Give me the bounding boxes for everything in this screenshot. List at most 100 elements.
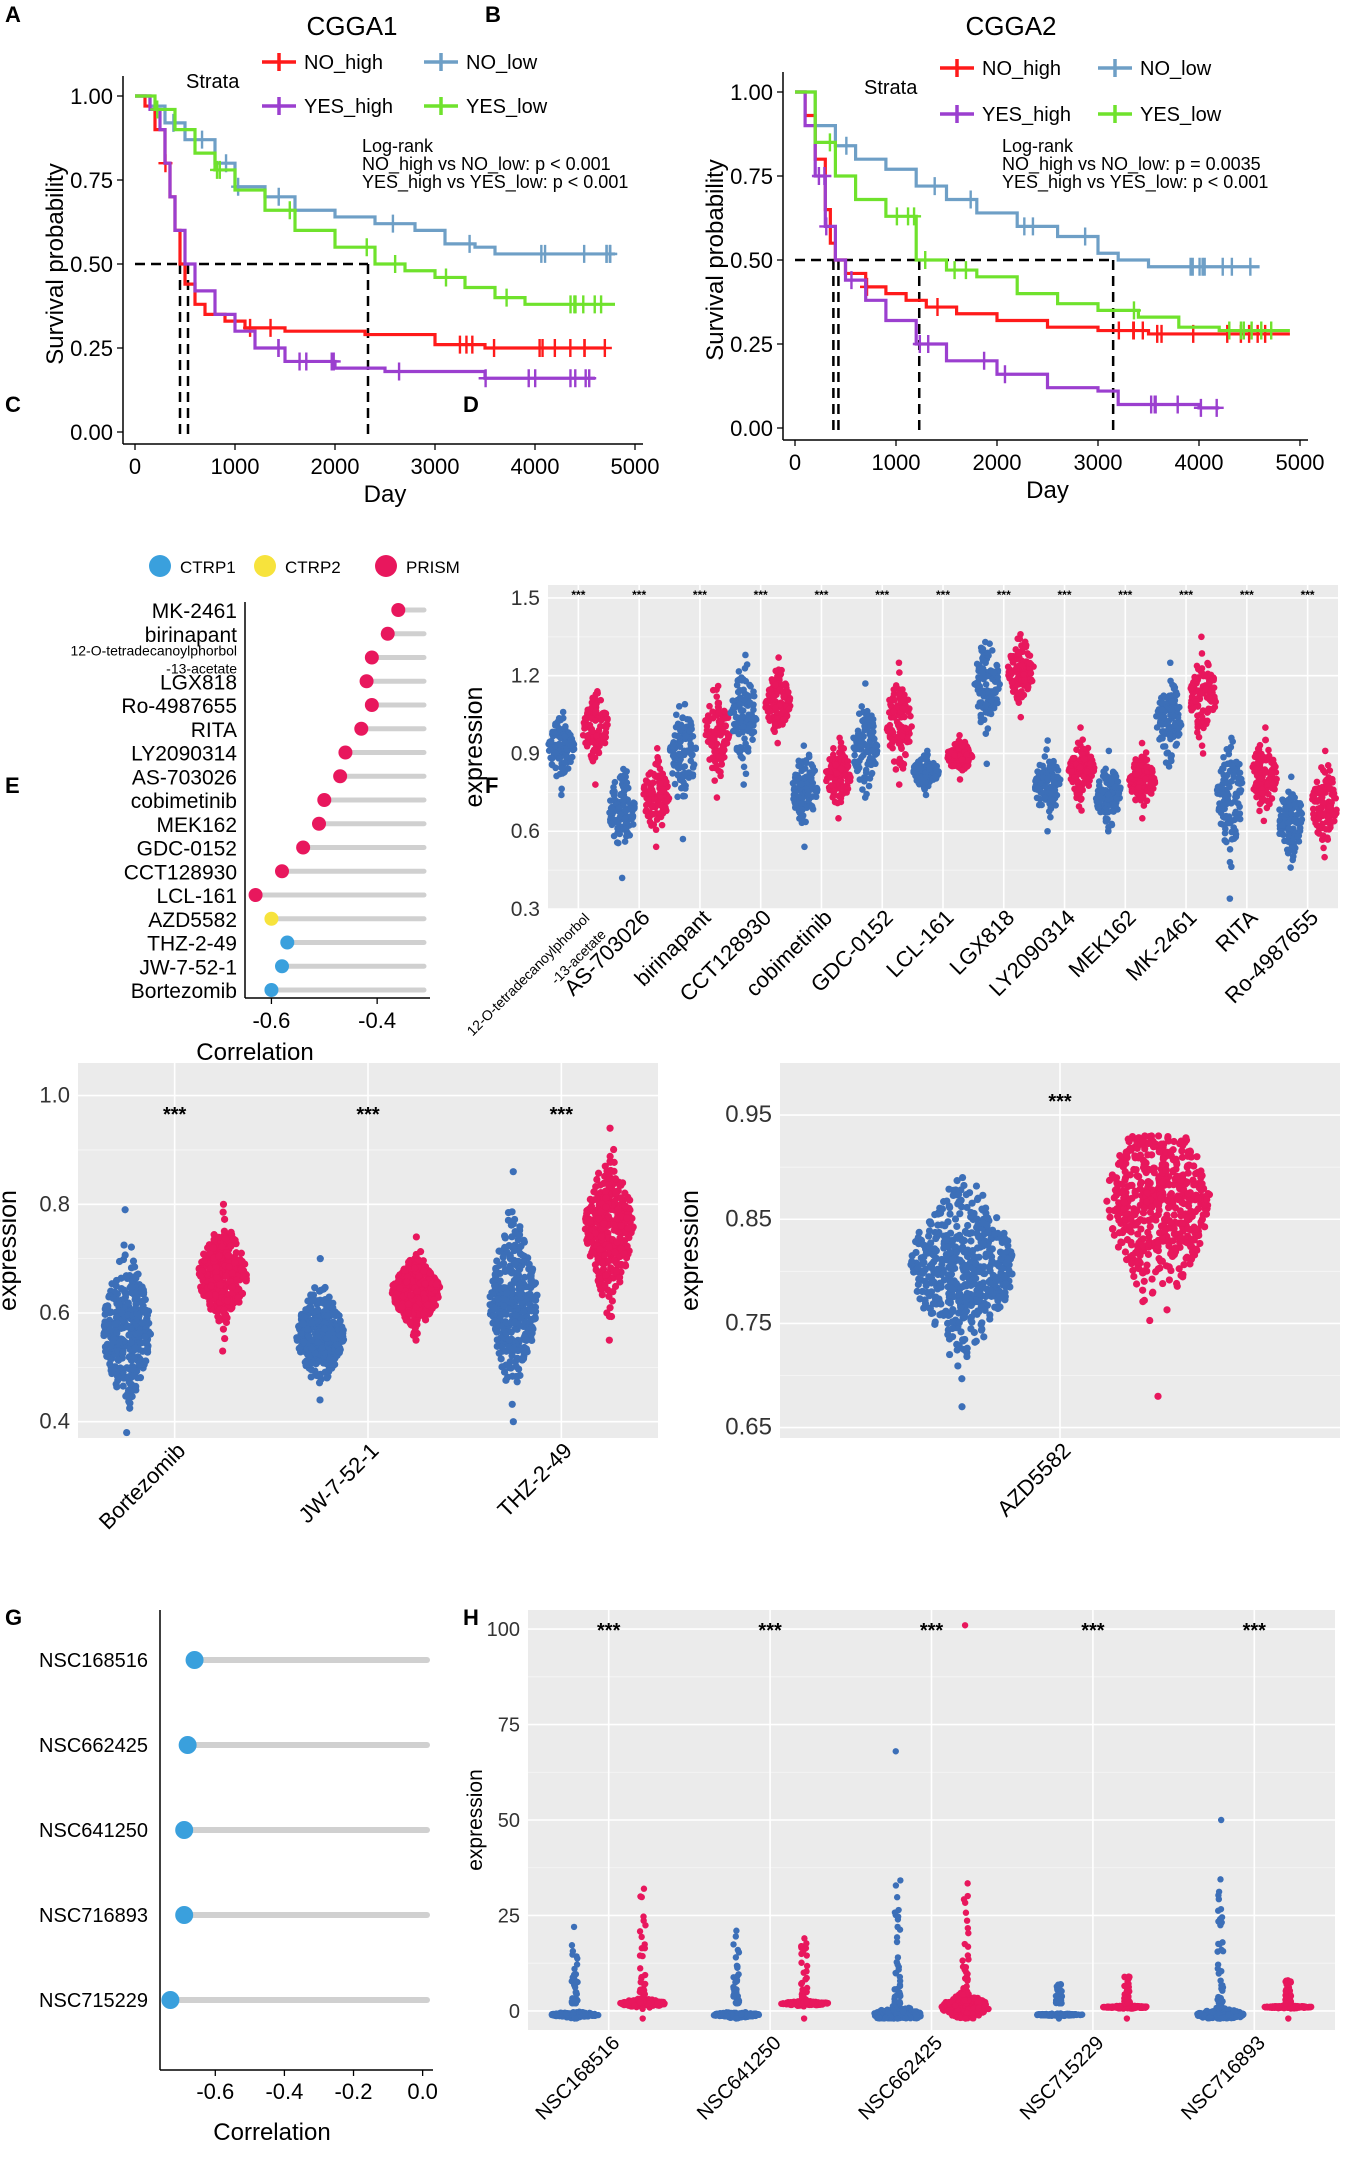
data-point-low <box>803 759 810 767</box>
censor-mark <box>918 251 933 269</box>
data-point-high <box>1192 697 1200 705</box>
data-point-low <box>504 1216 513 1224</box>
data-point-low <box>851 735 858 742</box>
data-point-low <box>863 742 870 750</box>
panel-d: 0.30.60.91.21.5 *** *** *** *** *** *** *** *** *… <box>460 585 1340 1039</box>
data-point-low <box>511 1260 519 1268</box>
category-label: Bortezomib <box>131 980 237 1003</box>
data-point-low <box>140 1289 148 1297</box>
censor-mark <box>299 352 314 371</box>
data-point-low <box>742 740 749 748</box>
data-point-high <box>896 669 903 676</box>
significance-label: *** <box>754 588 768 602</box>
data-point-high <box>220 1215 229 1223</box>
data-point-high <box>1330 811 1338 818</box>
censor-mark <box>963 190 978 209</box>
censor-mark <box>1150 324 1165 343</box>
data-point-low <box>120 1241 128 1249</box>
data-point-low <box>293 1334 301 1342</box>
data-point-low <box>976 699 984 707</box>
censor-mark <box>1254 321 1269 340</box>
data-point-low <box>505 1336 513 1344</box>
data-point-low <box>1108 821 1116 829</box>
km-curve-yes-low <box>135 94 615 306</box>
data-point-high <box>826 774 834 781</box>
data-point-low <box>518 1356 526 1364</box>
data-point-high <box>706 702 713 710</box>
data-point-low <box>495 1349 503 1357</box>
data-point-low <box>552 749 560 757</box>
category-label: LY2090314 <box>131 743 237 766</box>
data-point-high <box>1309 805 1317 813</box>
data-point-low <box>1101 771 1108 779</box>
data-point-low <box>993 661 1000 669</box>
data-point-low <box>133 1294 141 1302</box>
significance-label: *** <box>814 588 828 602</box>
data-point-low <box>1054 773 1062 781</box>
data-point-low <box>509 1418 517 1426</box>
panel-e: 0.40.60.81.0*** *** ***Bortezomib JW-7-52-1… <box>0 1063 658 1534</box>
data-point-high <box>721 746 728 754</box>
data-point-high <box>233 1276 241 1284</box>
data-point-high <box>714 682 722 690</box>
data-point-high <box>1326 784 1334 792</box>
data-point-high <box>1330 794 1338 801</box>
data-point-low <box>559 765 566 772</box>
data-point-low <box>1044 827 1051 835</box>
km-curve-yes-high <box>135 94 595 380</box>
data-point-low <box>1051 786 1059 794</box>
data-point-high <box>1126 774 1134 781</box>
data-point-high <box>645 771 653 778</box>
data-point-low <box>623 832 630 840</box>
data-point-high <box>907 712 914 720</box>
data-point-low <box>630 799 637 807</box>
data-point-low <box>681 763 689 770</box>
data-point-low <box>861 722 868 730</box>
data-point-high <box>774 739 781 747</box>
data-point-high <box>775 674 782 681</box>
data-point-high <box>723 739 731 747</box>
legend-label: PRISM <box>406 558 460 577</box>
data-point-low <box>855 710 863 718</box>
data-point-high <box>785 705 793 713</box>
data-point-high <box>835 792 843 800</box>
x-axis-title: Day <box>1026 477 1069 504</box>
data-point-high <box>895 759 903 767</box>
data-point-low <box>101 1310 109 1318</box>
data-point-high <box>832 761 840 769</box>
data-point-high <box>1187 685 1195 692</box>
censor-mark <box>594 295 609 314</box>
data-point-high <box>640 790 647 798</box>
data-point-low <box>1173 740 1181 748</box>
data-point-low <box>507 1298 515 1307</box>
censor-mark <box>839 136 854 155</box>
data-point-high <box>1026 652 1034 659</box>
data-point-low <box>683 732 690 740</box>
data-point-high <box>590 746 598 754</box>
data-point-high <box>411 1324 419 1332</box>
data-point-high <box>653 744 661 752</box>
data-point-high <box>1148 781 1156 789</box>
data-point-low <box>123 1428 131 1437</box>
data-point-low <box>490 1304 498 1312</box>
y-axis-title: expression <box>460 687 488 808</box>
data-point-high <box>412 1336 420 1344</box>
x-tick-label: 3000 <box>1074 450 1123 475</box>
data-point-low <box>106 1326 115 1334</box>
data-point-low <box>620 796 627 804</box>
data-point-high <box>413 1287 421 1296</box>
data-point-low <box>132 1274 140 1282</box>
logrank-pvalue: NO_high vs NO_low: p < 0.001 <box>362 154 611 175</box>
data-point-high <box>1021 676 1028 684</box>
censor-mark <box>271 339 286 357</box>
censor-mark <box>563 339 578 357</box>
data-point-low <box>614 824 622 832</box>
data-point-high <box>1027 670 1035 677</box>
category-label: LCL-161 <box>881 905 958 982</box>
data-point-low <box>1220 791 1228 798</box>
data-point-low <box>131 1344 139 1352</box>
data-point-low <box>1158 728 1166 735</box>
censor-mark <box>547 339 562 357</box>
data-point-high <box>227 1242 235 1250</box>
data-point-high <box>1020 671 1028 678</box>
